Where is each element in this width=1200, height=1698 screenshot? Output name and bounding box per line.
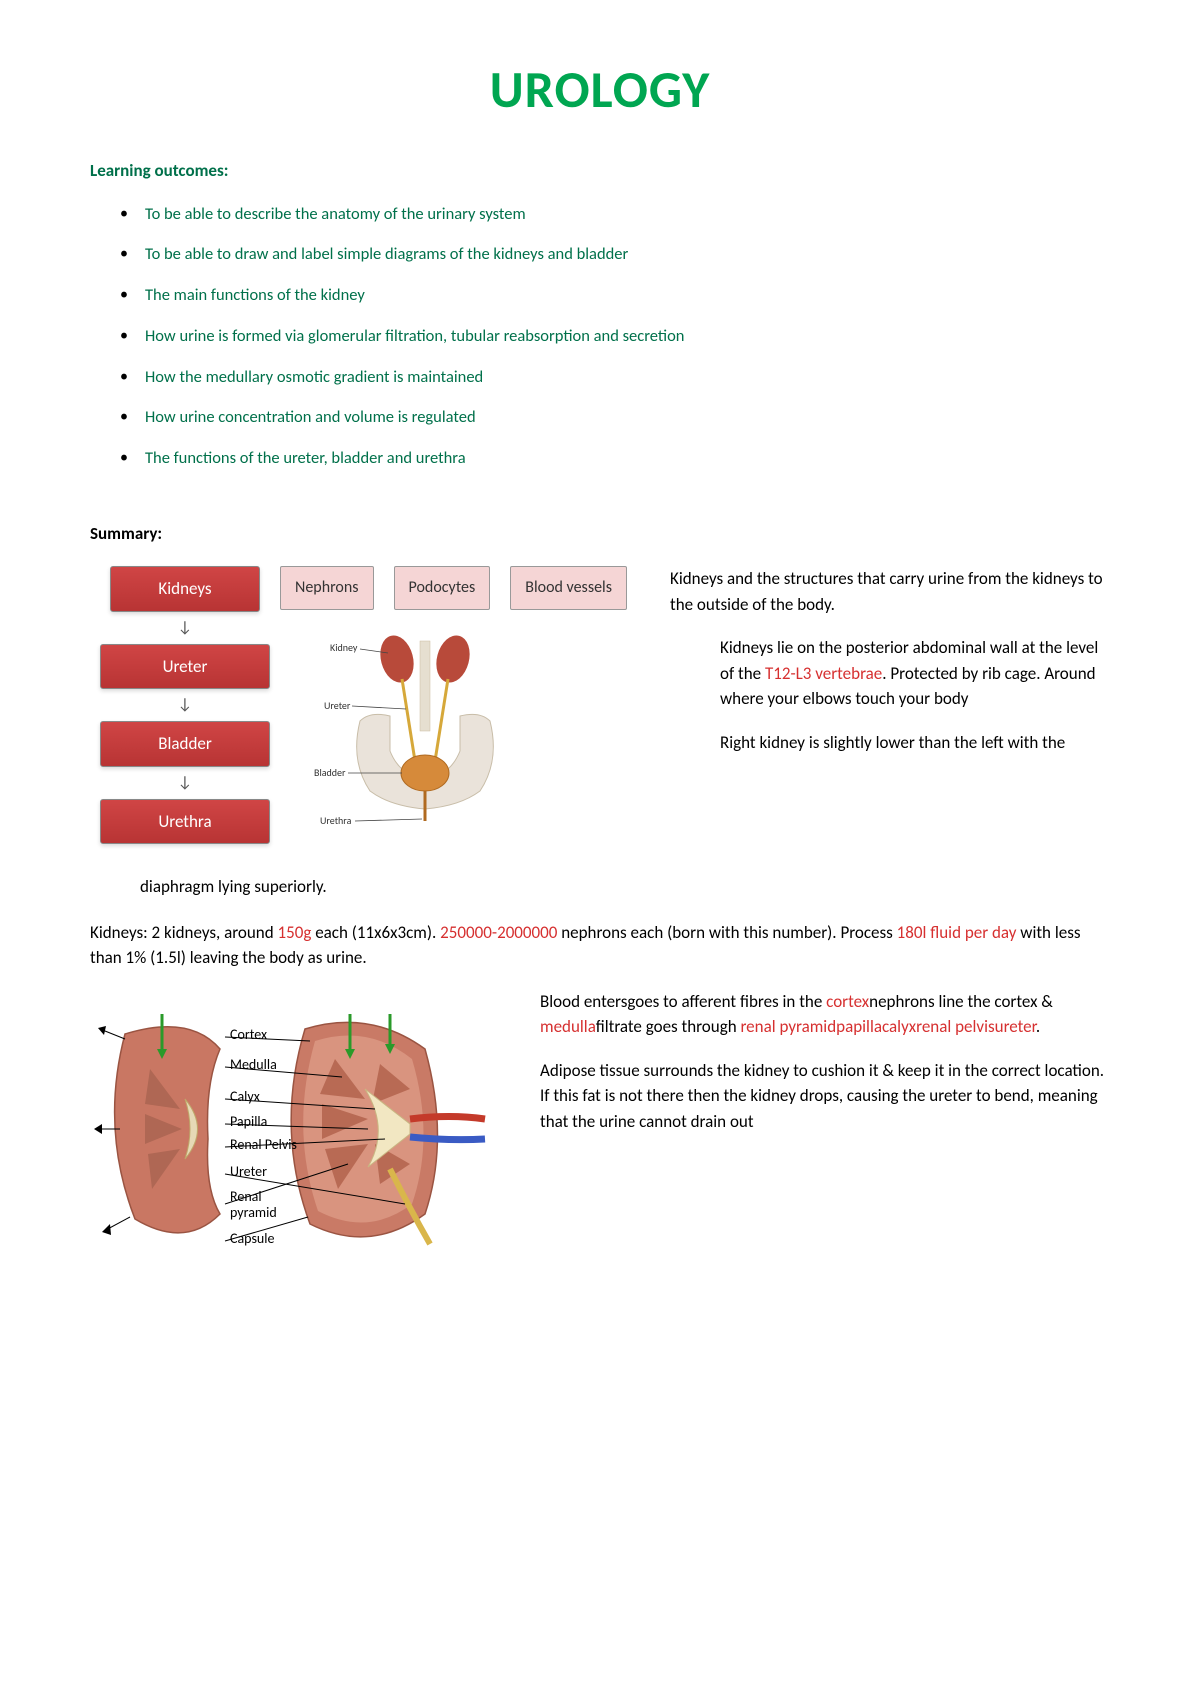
- summary-p3: Right kidney is slightly lower than the …: [670, 730, 1110, 756]
- text-fragment: nephrons each (born with this number). P…: [557, 922, 896, 943]
- learning-outcomes-heading: Learning outcomes:: [90, 158, 1110, 184]
- svg-text:Calyx: Calyx: [230, 1088, 260, 1105]
- label-nephrons: Nephrons: [280, 566, 374, 610]
- outcome-item: How urine concentration and volume is re…: [145, 405, 1110, 430]
- kidney-p2: Adipose tissue surrounds the kidney to c…: [540, 1058, 1110, 1135]
- outcomes-list: To be able to describe the anatomy of th…: [90, 202, 1110, 471]
- svg-text:Cortex: Cortex: [230, 1026, 267, 1043]
- text-red: 180l fluid per day: [897, 922, 1017, 943]
- text-fragment: each (11x6x3cm).: [311, 922, 440, 943]
- flow-box-urethra: Urethra: [100, 799, 270, 845]
- svg-text:Medulla: Medulla: [230, 1056, 277, 1073]
- kidney-text: Blood entersgoes to afferent fibres in t…: [540, 989, 1110, 1277]
- svg-text:pyramid: pyramid: [230, 1204, 277, 1221]
- flow-arrow: ↓: [90, 616, 280, 640]
- outcome-item: To be able to draw and label simple diag…: [145, 242, 1110, 267]
- flowchart: Kidneys ↓ Ureter ↓ Bladder ↓ Urethra: [90, 566, 280, 848]
- text-fragment: Kidneys: 2 kidneys, around: [90, 922, 278, 943]
- text-red: medulla: [540, 1016, 596, 1037]
- outcome-item: To be able to describe the anatomy of th…: [145, 202, 1110, 227]
- urinary-anatomy-diagram: Kidney Ureter Bladder Urethra: [300, 621, 550, 851]
- text-fragment: .: [1036, 1016, 1040, 1037]
- flow-box-kidneys: Kidneys: [110, 566, 260, 612]
- svg-text:Renal Pelvis: Renal Pelvis: [230, 1136, 297, 1153]
- flow-box-ureter: Ureter: [100, 644, 270, 690]
- text-red: 150g: [278, 922, 312, 943]
- text-fragment: Blood entersgoes to afferent fibres in t…: [540, 991, 826, 1012]
- top-labels: Nephrons Podocytes Blood vessels: [280, 566, 627, 610]
- flow-box-bladder: Bladder: [100, 721, 270, 767]
- outcome-item: How the medullary osmotic gradient is ma…: [145, 365, 1110, 390]
- flow-arrow: ↓: [90, 771, 280, 795]
- svg-text:Capsule: Capsule: [230, 1230, 275, 1247]
- svg-text:Papilla: Papilla: [230, 1113, 267, 1130]
- text-red: T12-L3 vertebrae: [765, 663, 882, 684]
- anat-label-kidney: Kidney: [330, 641, 358, 654]
- outcome-item: The functions of the ureter, bladder and…: [145, 446, 1110, 471]
- summary-text: Kidneys and the structures that carry ur…: [670, 566, 1110, 866]
- anat-label-ureter: Ureter: [324, 699, 351, 712]
- kidney-diagram: Cortex Medulla Calyx Papilla Renal Pelvi…: [90, 989, 510, 1277]
- diagram-column: Kidneys ↓ Ureter ↓ Bladder ↓ Urethra Nep…: [90, 566, 650, 866]
- anat-label-bladder: Bladder: [314, 766, 346, 779]
- svg-text:Renal: Renal: [230, 1188, 262, 1205]
- kidney-p1: Blood entersgoes to afferent fibres in t…: [540, 989, 1110, 1040]
- flow-arrow: ↓: [90, 693, 280, 717]
- summary-heading: Summary:: [90, 521, 1110, 547]
- text-fragment: nephrons line the cortex &: [869, 991, 1053, 1012]
- text-red: cortex: [826, 991, 869, 1012]
- label-blood-vessels: Blood vessels: [510, 566, 627, 610]
- kidney-section: Cortex Medulla Calyx Papilla Renal Pelvi…: [90, 989, 1110, 1277]
- svg-text:Ureter: Ureter: [230, 1163, 267, 1180]
- anat-label-urethra: Urethra: [320, 814, 352, 827]
- label-podocytes: Podocytes: [394, 566, 491, 610]
- text-fragment: filtrate goes through: [596, 1016, 741, 1037]
- outcome-item: How urine is formed via glomerular filtr…: [145, 324, 1110, 349]
- page-title: UROLOGY: [90, 50, 1110, 128]
- summary-p1: Kidneys and the structures that carry ur…: [670, 566, 1110, 617]
- kidneys-paragraph: Kidneys: 2 kidneys, around 150g each (11…: [90, 920, 1110, 971]
- diaphragm-line: diaphragm lying superiorly.: [90, 874, 1110, 900]
- summary-section: Kidneys ↓ Ureter ↓ Bladder ↓ Urethra Nep…: [90, 566, 1110, 866]
- text-red: 250000-2000000: [440, 922, 557, 943]
- summary-p2: Kidneys lie on the posterior abdominal w…: [670, 635, 1110, 712]
- text-red: renal pyramidpapillacalyxrenal pelvisure…: [740, 1016, 1035, 1037]
- outcome-item: The main functions of the kidney: [145, 283, 1110, 308]
